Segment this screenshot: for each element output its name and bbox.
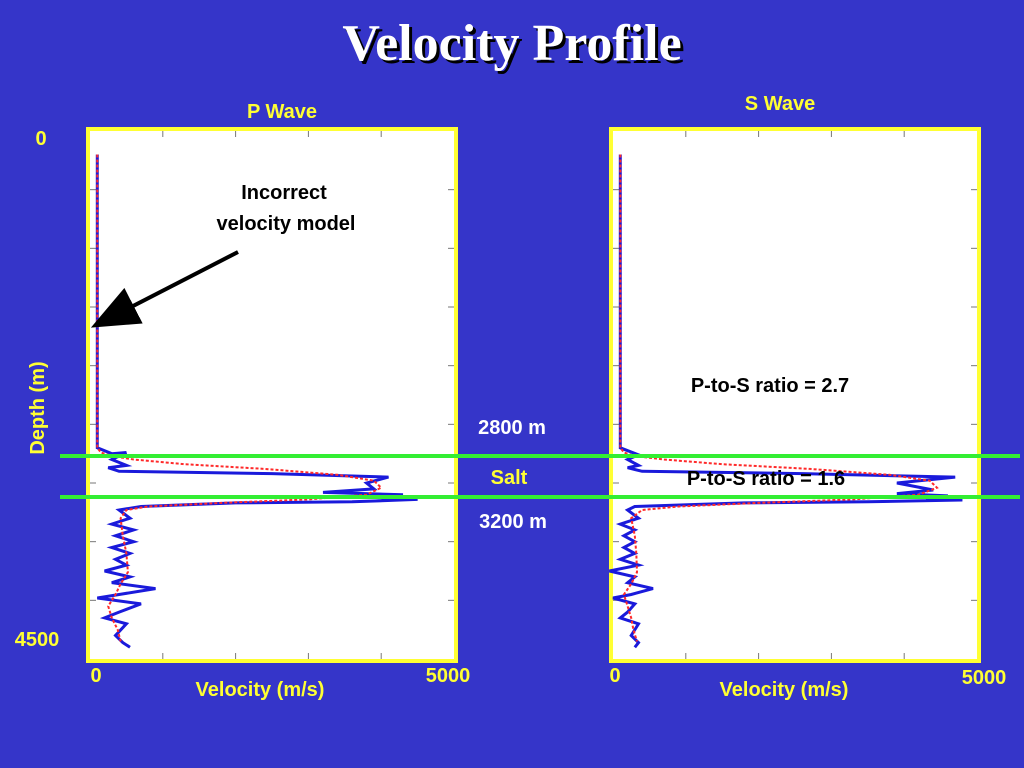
- pts-ratio-salt-label: P-to-S ratio = 1.6: [687, 468, 845, 490]
- s-wave-ticks: [613, 131, 977, 659]
- depth-axis-title: Depth (m): [27, 361, 49, 454]
- s-wave-x-max-label: 5000: [962, 667, 1007, 689]
- depth-3200-label: 3200 m: [479, 511, 547, 533]
- salt-label: Salt: [491, 467, 528, 489]
- p-wave-plot-area: [86, 127, 458, 663]
- depth-axis-top-label: 0: [35, 128, 46, 150]
- s-wave-measured-log: [609, 154, 963, 649]
- p-wave-measured-log: [95, 154, 418, 649]
- p-wave-x-axis-title: Velocity (m/s): [196, 679, 325, 701]
- s-wave-plot-area: [609, 127, 981, 663]
- s-wave-x-min-label: 0: [609, 665, 620, 687]
- p-wave-x-min-label: 0: [90, 665, 101, 687]
- incorrect-model-annotation-line1: Incorrect: [241, 182, 327, 204]
- p-wave-ticks: [90, 131, 454, 659]
- p-wave-velocity-model: [96, 154, 383, 642]
- slide-title: Velocity Profile: [342, 15, 682, 72]
- depth-2800-label: 2800 m: [478, 417, 546, 439]
- incorrect-model-annotation-line2: velocity model: [217, 213, 356, 235]
- s-wave-x-axis-title: Velocity (m/s): [720, 679, 849, 701]
- pts-ratio-upper-label: P-to-S ratio = 2.7: [691, 375, 849, 397]
- p-wave-x-max-label: 5000: [426, 665, 471, 687]
- s-wave-velocity-model: [619, 154, 939, 642]
- p-wave-chart-title: P Wave: [247, 101, 317, 123]
- s-wave-chart-title: S Wave: [745, 93, 815, 115]
- depth-axis-bottom-label: 4500: [15, 629, 60, 651]
- incorrect-model-arrow: [90, 250, 239, 328]
